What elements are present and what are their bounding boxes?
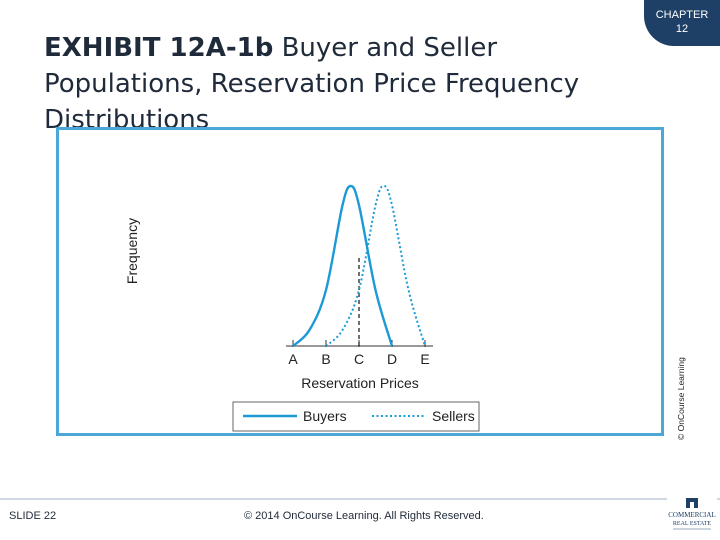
x-tick-label-b: B [321,351,330,367]
title-text: Buyer and Seller Populations, Reservatio… [44,33,580,135]
slide-number: SLIDE 22 [9,510,57,522]
copyright-notice: © 2014 OnCourse Learning. All Rights Res… [244,510,484,522]
x-tick-label-a: A [288,351,298,367]
chart-frame [56,127,664,436]
title-exhibit-number: EXHIBIT 12A-1b [44,33,274,63]
x-tick-label-c: C [354,351,364,367]
logo-text-real-estate: REAL ESTATE [673,521,711,527]
sellers-curve [325,184,426,347]
legend-buyers-label: Buyers [303,408,347,424]
slide-title: EXHIBIT 12A-1b Buyer and Seller Populati… [44,30,654,138]
chapter-label: CHAPTER [655,9,709,21]
logo-door-icon [690,502,694,508]
logo-text-commercial: COMMERCIAL [668,511,715,519]
footer-divider [0,498,720,500]
x-tick-label-d: D [387,351,397,367]
y-axis-label: Frequency [124,218,140,284]
chapter-number: 12 [675,23,689,35]
x-tick-label-e: E [420,351,429,367]
buyers-curve [292,184,394,347]
image-credit: © OnCourse Learning [676,357,686,440]
legend-sellers-label: Sellers [432,408,475,424]
commercial-real-estate-logo: COMMERCIAL REAL ESTATE [667,496,717,534]
x-axis-label: Reservation Prices [301,375,419,391]
chapter-tab: CHAPTER 12 [644,0,720,46]
